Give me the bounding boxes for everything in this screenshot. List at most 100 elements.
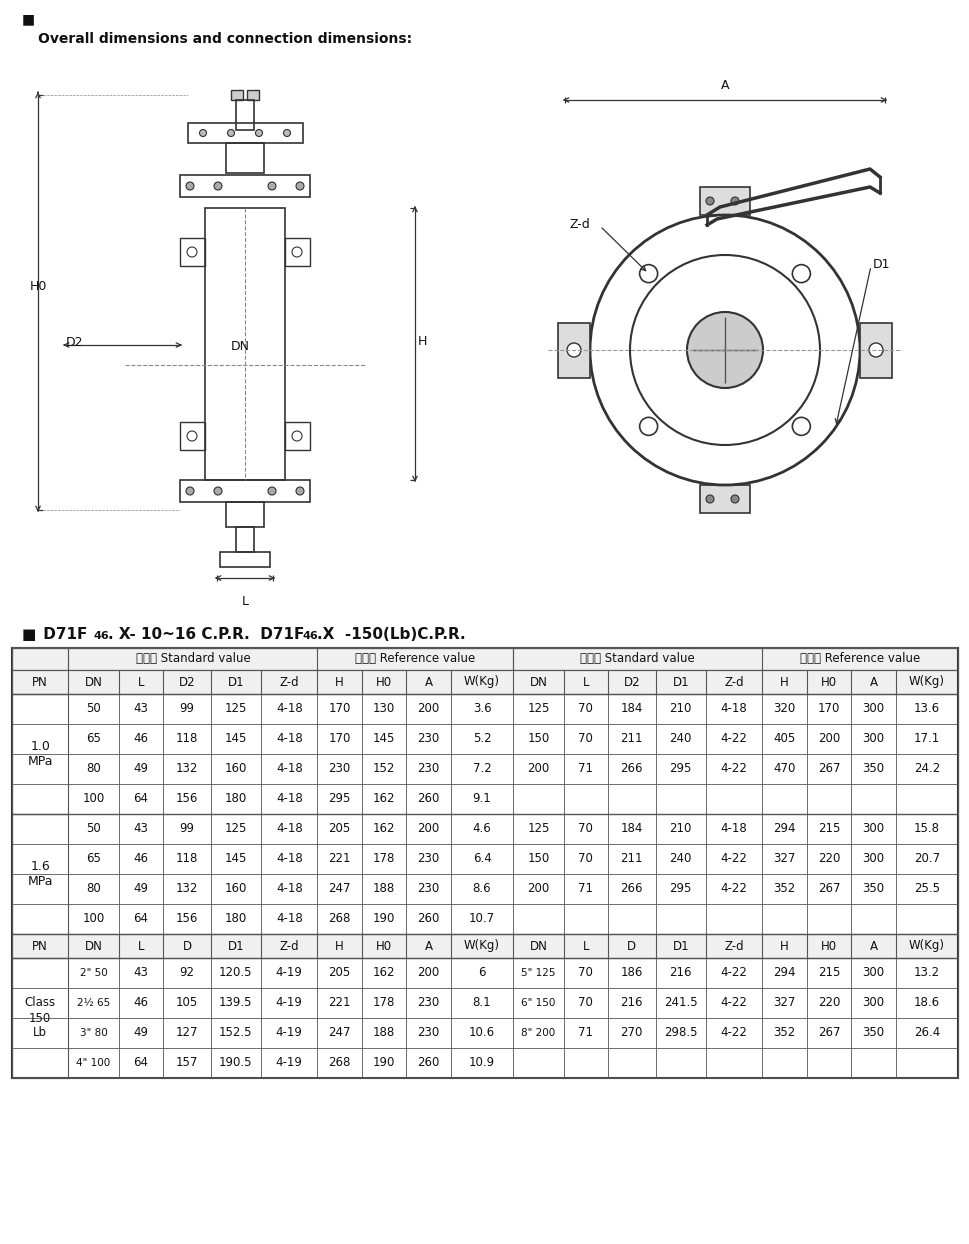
Text: 200: 200: [527, 882, 548, 896]
Text: 327: 327: [772, 996, 795, 1009]
Text: 260: 260: [417, 1056, 439, 1070]
Text: 162: 162: [372, 792, 395, 806]
Text: 4-18: 4-18: [720, 703, 747, 715]
Text: 145: 145: [373, 733, 395, 745]
Bar: [180, 480, 310, 503]
Text: 20.7: 20.7: [913, 852, 939, 866]
Text: 210: 210: [669, 822, 691, 836]
Text: 178: 178: [373, 852, 395, 866]
Text: 标准値 Standard value: 标准値 Standard value: [136, 653, 250, 666]
Text: 160: 160: [225, 882, 247, 896]
Text: 70: 70: [578, 996, 593, 1009]
Text: 152: 152: [373, 763, 395, 775]
Text: 162: 162: [372, 822, 395, 836]
Text: 4-19: 4-19: [275, 1056, 302, 1070]
Bar: [12, 671, 957, 694]
Text: W(Kg): W(Kg): [908, 939, 944, 953]
Bar: [285, 422, 310, 450]
Circle shape: [792, 418, 809, 435]
Text: 4-22: 4-22: [720, 882, 747, 896]
Bar: [180, 238, 204, 266]
Text: Overall dimensions and connection dimensions:: Overall dimensions and connection dimens…: [38, 32, 412, 46]
Text: 230: 230: [417, 852, 439, 866]
Text: 70: 70: [578, 967, 593, 979]
Text: 294: 294: [772, 967, 795, 979]
Text: 4" 100: 4" 100: [77, 1057, 110, 1069]
Text: H: H: [418, 335, 427, 348]
Circle shape: [706, 214, 718, 226]
Text: 230: 230: [417, 1026, 439, 1040]
Text: 350: 350: [861, 882, 884, 896]
Text: 267: 267: [817, 882, 839, 896]
Circle shape: [792, 265, 809, 282]
Text: H: H: [335, 675, 344, 688]
Text: 320: 320: [772, 703, 795, 715]
Text: 4.6: 4.6: [472, 822, 491, 836]
Text: 130: 130: [373, 703, 395, 715]
Text: L: L: [582, 675, 588, 688]
Circle shape: [296, 182, 303, 190]
Circle shape: [567, 343, 580, 357]
Text: DN: DN: [84, 939, 103, 953]
Text: 215: 215: [817, 822, 839, 836]
Text: 4-19: 4-19: [275, 967, 302, 979]
Circle shape: [214, 486, 222, 495]
Text: 99: 99: [179, 703, 194, 715]
Text: 160: 160: [225, 763, 247, 775]
Bar: [204, 208, 285, 480]
Text: 216: 216: [620, 996, 642, 1009]
Text: 210: 210: [669, 703, 691, 715]
Text: 10.9: 10.9: [468, 1056, 494, 1070]
Text: 211: 211: [620, 852, 642, 866]
Text: H: H: [779, 939, 788, 953]
Text: 100: 100: [82, 913, 105, 926]
Text: 125: 125: [526, 703, 549, 715]
Text: 352: 352: [772, 882, 795, 896]
Bar: [226, 503, 264, 527]
Text: 170: 170: [817, 703, 839, 715]
Text: 240: 240: [669, 733, 691, 745]
Text: 70: 70: [578, 822, 593, 836]
Text: 230: 230: [417, 733, 439, 745]
Text: W(Kg): W(Kg): [463, 675, 499, 688]
Text: 152.5: 152.5: [219, 1026, 252, 1040]
Text: L: L: [138, 939, 144, 953]
Circle shape: [868, 343, 882, 357]
Bar: [247, 90, 259, 100]
Text: H0: H0: [820, 939, 836, 953]
Text: 4-22: 4-22: [720, 996, 747, 1009]
Text: 190.5: 190.5: [219, 1056, 252, 1070]
Text: Z-d: Z-d: [279, 939, 298, 953]
Text: 125: 125: [225, 822, 247, 836]
Text: 99: 99: [179, 822, 194, 836]
Text: 268: 268: [328, 1056, 351, 1070]
Text: 162: 162: [372, 967, 395, 979]
Text: 266: 266: [620, 882, 642, 896]
Text: 7.2: 7.2: [472, 763, 491, 775]
Text: 145: 145: [225, 733, 247, 745]
Text: 150: 150: [527, 852, 548, 866]
Text: 8.6: 8.6: [472, 882, 491, 896]
Bar: [180, 175, 310, 197]
Text: D1: D1: [872, 258, 890, 271]
Text: Z-d: Z-d: [570, 218, 590, 231]
Text: PN: PN: [32, 939, 48, 953]
Circle shape: [731, 495, 738, 503]
Bar: [231, 90, 243, 100]
Text: 4-22: 4-22: [720, 852, 747, 866]
Text: 200: 200: [817, 733, 839, 745]
Text: 4-19: 4-19: [275, 996, 302, 1009]
Text: Z-d: Z-d: [724, 675, 743, 688]
Text: 25.5: 25.5: [913, 882, 939, 896]
Text: A: A: [868, 939, 877, 953]
Text: 71: 71: [578, 882, 593, 896]
Text: 4-22: 4-22: [720, 733, 747, 745]
Text: 46: 46: [94, 631, 109, 641]
Text: 294: 294: [772, 822, 795, 836]
Bar: [220, 552, 269, 567]
Text: 186: 186: [620, 967, 642, 979]
Text: 49: 49: [134, 1026, 148, 1040]
Text: Class
150
Lb: Class 150 Lb: [24, 996, 55, 1040]
Text: 230: 230: [328, 763, 351, 775]
Text: 1.6
MPa: 1.6 MPa: [27, 860, 53, 888]
